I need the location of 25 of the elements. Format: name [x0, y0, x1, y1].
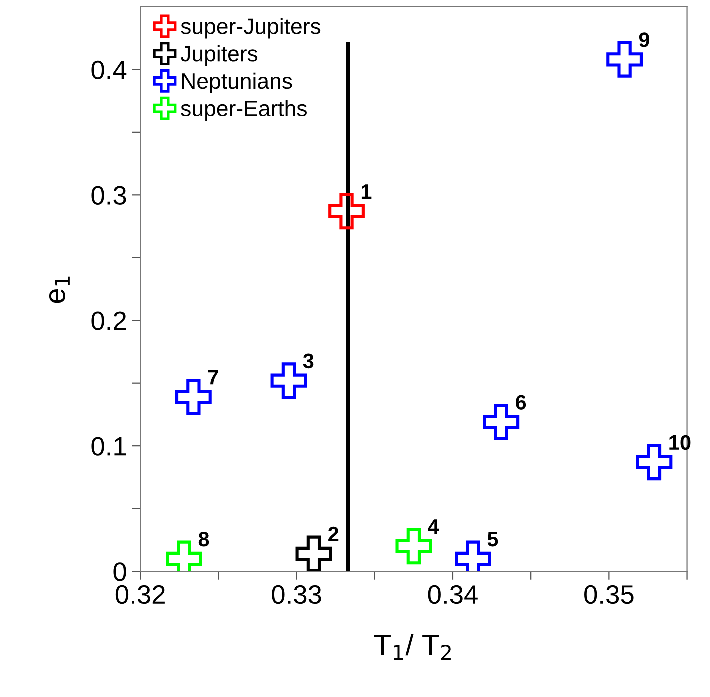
annotation: 9: [639, 32, 650, 48]
y-tick-label: 0.4: [92, 60, 127, 80]
annotation: 4: [428, 520, 440, 534]
y-tick-label: 0: [114, 562, 126, 582]
x-tick-label: 0.33: [272, 585, 322, 604]
x-tick-label: 0.34: [428, 585, 478, 604]
y-tick-label: 0.3: [92, 186, 126, 205]
annotation: 7: [208, 370, 218, 385]
legend-label: Jupiters: [180, 45, 258, 66]
annotation: 1: [362, 184, 372, 199]
annotation: 3: [303, 354, 314, 369]
legend-label: super-Earths: [181, 100, 307, 121]
x-axis-title: T$_{1}$/ T$_{2}$: [374, 634, 451, 660]
x-tick-label: 0.32: [116, 585, 165, 604]
y-axis-title: e$_{1}$: [49, 276, 70, 304]
annotation: 8: [198, 532, 210, 547]
y-tick-label: 0.1: [92, 437, 126, 456]
annotation: 2: [328, 526, 339, 542]
legend-label: super-Jupiters: [181, 18, 321, 39]
legend-label: Neptunians: [182, 72, 292, 94]
annotation: 5: [488, 532, 498, 547]
y-tick-label: 0.2: [92, 312, 126, 330]
annotation: 6: [516, 395, 526, 410]
x-tick-label: 0.35: [584, 585, 634, 604]
annotation: 10: [670, 435, 691, 450]
